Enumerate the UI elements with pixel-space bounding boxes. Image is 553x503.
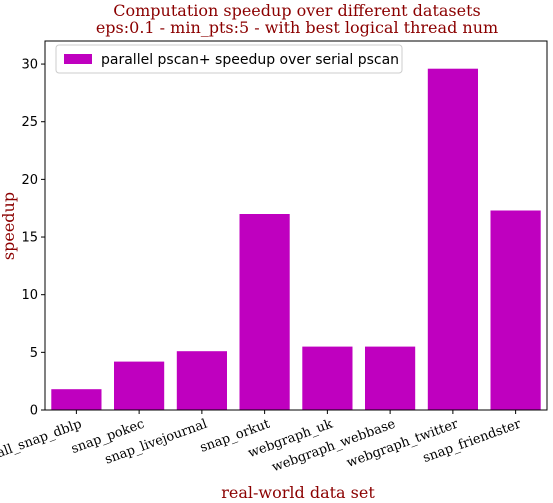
legend-swatch	[64, 54, 92, 64]
y-tick-label: 15	[21, 231, 38, 246]
bar-snap-orkut	[239, 214, 290, 410]
y-tick-label: 10	[21, 288, 38, 303]
legend: parallel pscan+ speedup over serial psca…	[55, 44, 403, 74]
bar-webgraph-webbase	[365, 346, 416, 410]
y-tick-label: 0	[30, 404, 38, 419]
bar-snap-friendster	[490, 210, 541, 410]
x-axis-label: real-world data set	[221, 483, 375, 502]
chart-title-line1: Computation speedup over different datas…	[113, 1, 480, 20]
y-tick-label: 25	[21, 115, 38, 130]
y-tick-label: 20	[21, 173, 38, 188]
bar-snap-pokec	[114, 361, 165, 410]
legend-label: parallel pscan+ speedup over serial psca…	[101, 52, 399, 68]
chart-title-line2: eps:0.1 - min_pts:5 - with best logical …	[96, 18, 498, 37]
y-tick-label: 5	[30, 346, 38, 361]
bar-small-snap-dblp	[51, 389, 102, 410]
y-tick-label: 30	[21, 58, 38, 73]
axes-frame	[44, 40, 548, 411]
bar-webgraph-twitter	[427, 68, 478, 410]
bar-webgraph-uk	[302, 346, 353, 410]
legend-box	[55, 44, 403, 74]
bar-snap-livejournal	[176, 351, 227, 410]
y-axis-label: speedup	[0, 192, 18, 260]
